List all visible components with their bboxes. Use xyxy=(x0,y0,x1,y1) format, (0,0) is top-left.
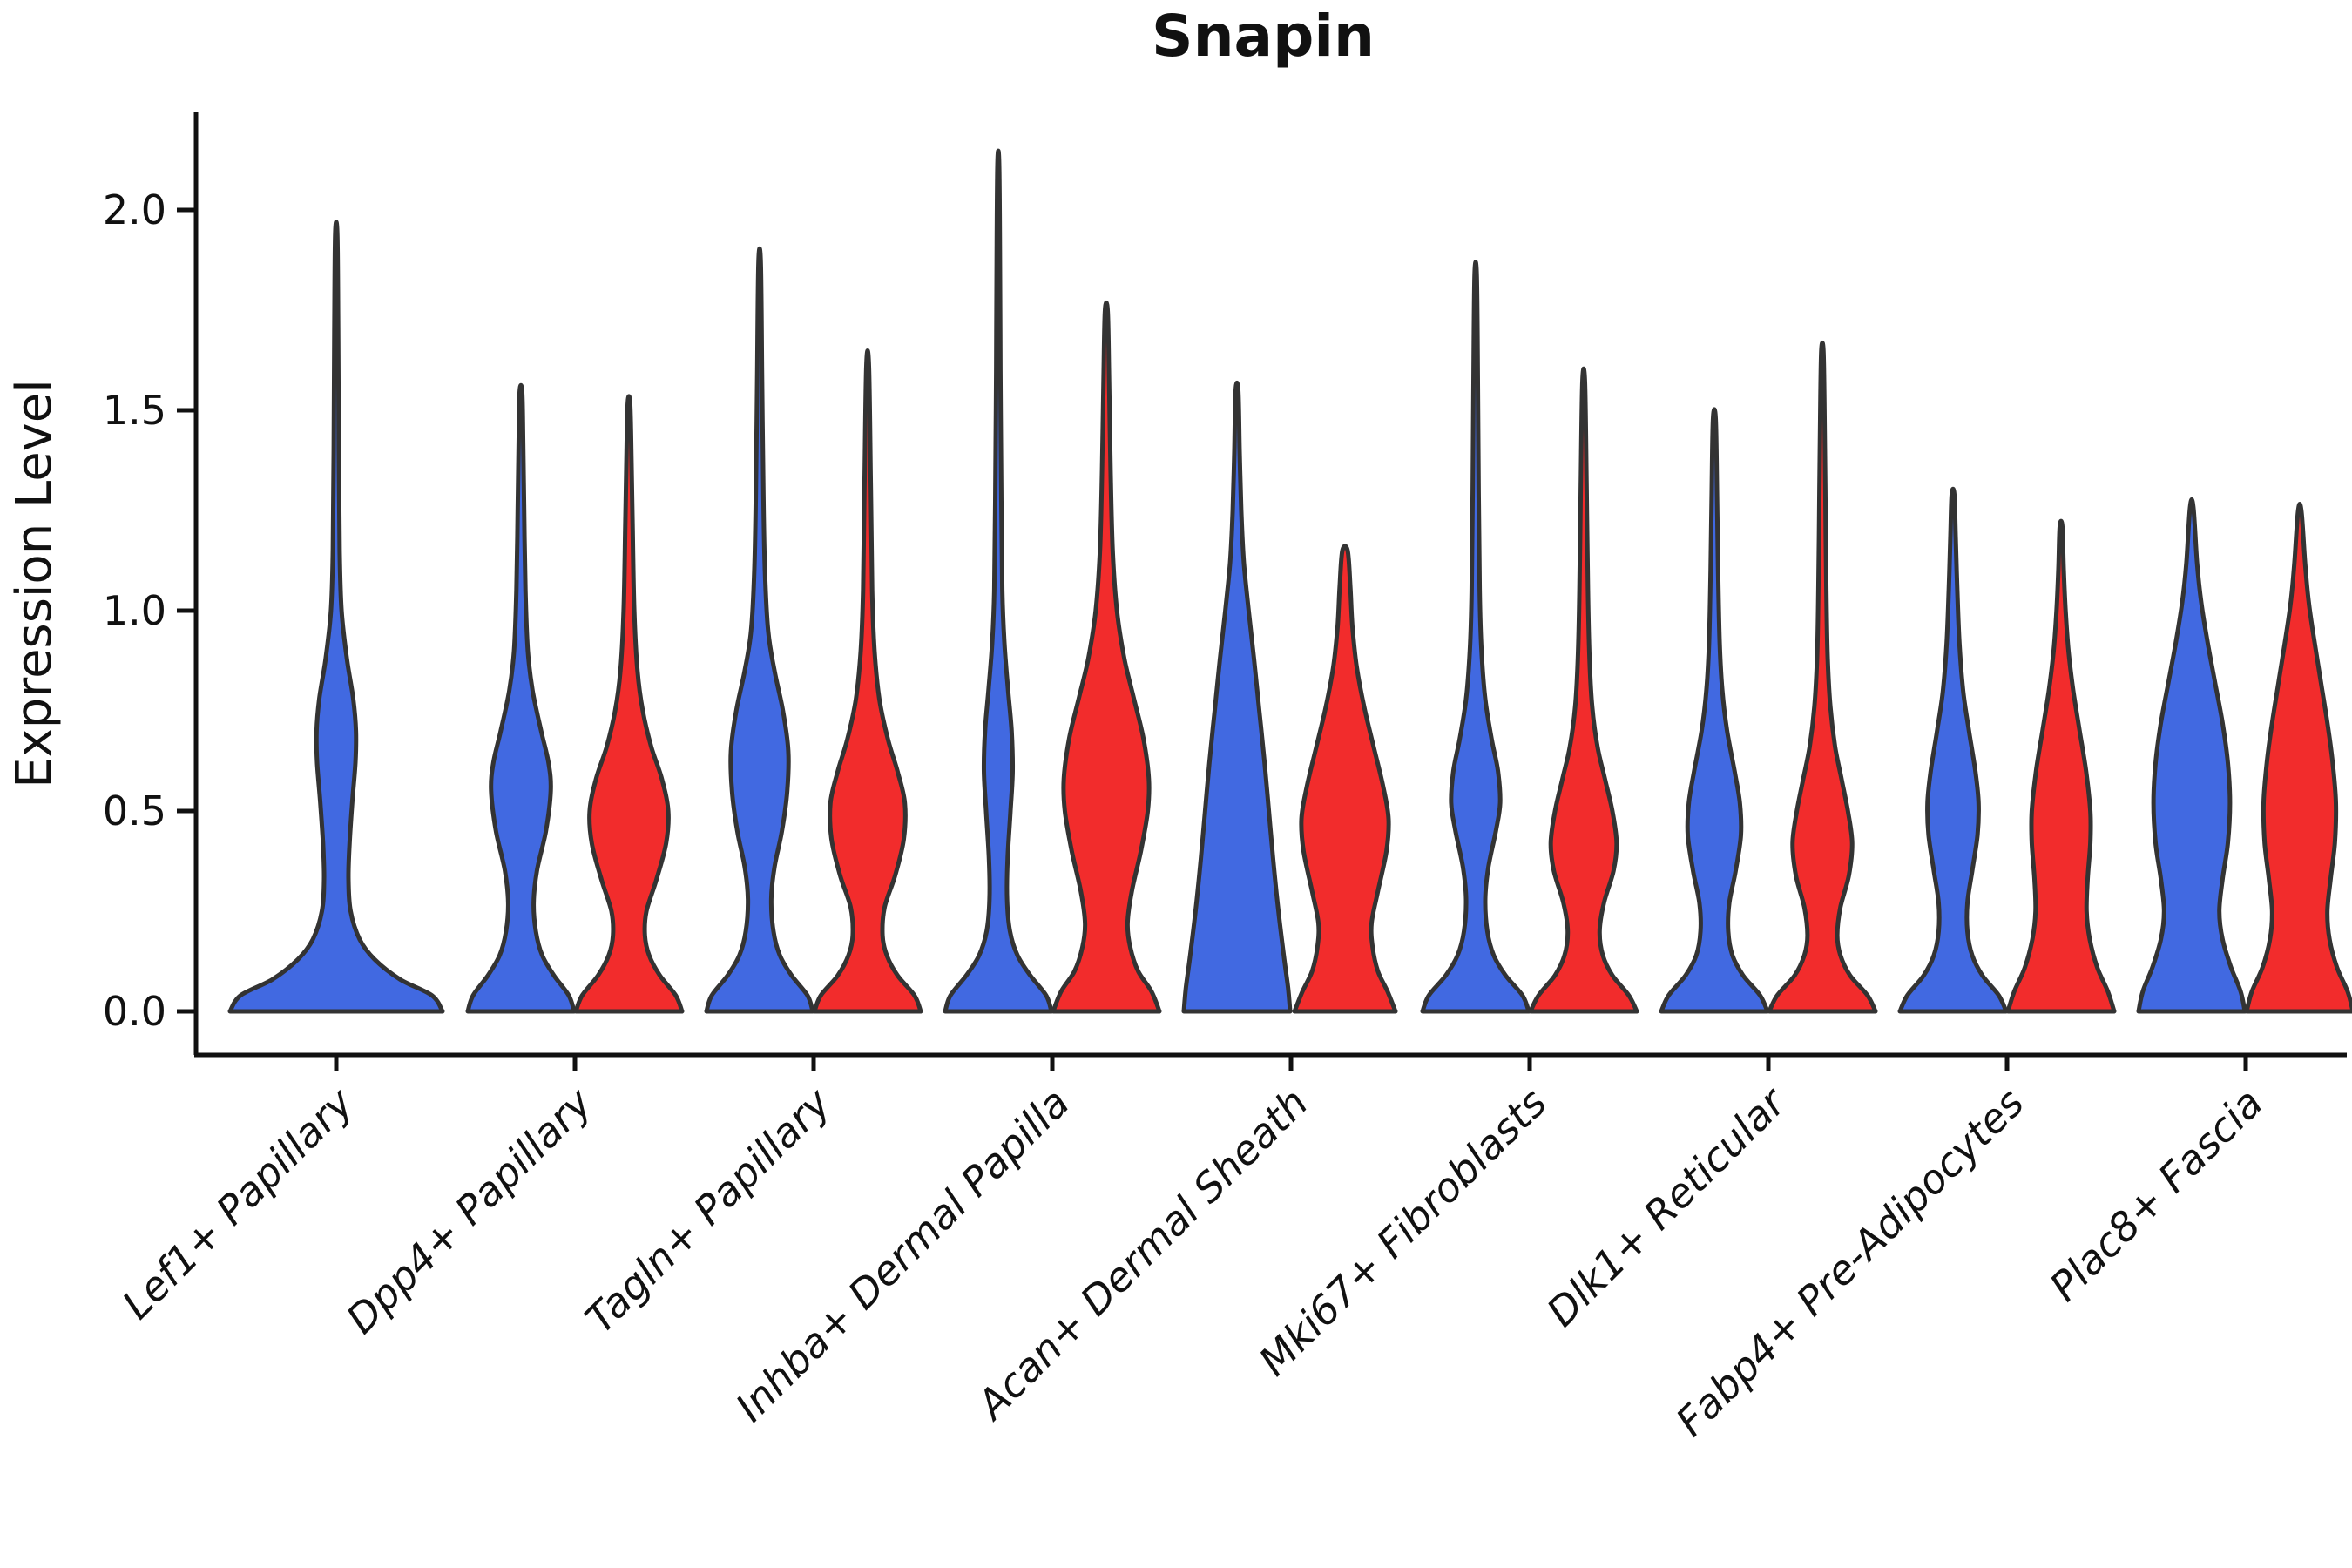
x-tick-label: Tagln+ Papillary xyxy=(576,1078,840,1342)
y-axis-label: Expression Level xyxy=(6,379,63,788)
violin-inhba-dermal-papilla-red xyxy=(1051,300,1162,1014)
violin-plac8-fascia-red xyxy=(2244,502,2352,1014)
violin-lef1-papillary-blue xyxy=(227,220,445,1014)
y-tick-label: 1.0 xyxy=(103,587,166,634)
violin-dlk1-reticular-blue xyxy=(1659,407,1770,1014)
violin-fabp4-pre-adipocytes-red xyxy=(2005,518,2117,1014)
x-tick-label: Dpp4+ Papillary xyxy=(337,1078,601,1342)
y-tick-label: 0.0 xyxy=(103,988,166,1035)
violin-dlk1-reticular-red xyxy=(1767,340,1878,1014)
x-tick-label: Lef1+ Papillary xyxy=(113,1078,362,1328)
violin-shapes xyxy=(227,148,2352,1014)
y-tick-label: 0.5 xyxy=(103,787,166,835)
violin-dpp4-papillary-blue xyxy=(465,382,577,1014)
violin-inhba-dermal-papilla-blue xyxy=(943,148,1054,1014)
violin-mki67-fibroblasts-red xyxy=(1528,366,1639,1014)
chart-title: Snapin xyxy=(1152,3,1375,70)
violin-tagln-papillary-red xyxy=(812,348,923,1014)
y-tick-label: 1.5 xyxy=(103,387,166,434)
violin-tagln-papillary-blue xyxy=(704,246,815,1014)
x-tick-label: Plac8+ Fascia xyxy=(2040,1079,2271,1310)
violin-fabp4-pre-adipocytes-blue xyxy=(1897,486,2009,1014)
y-axis-ticks: 0.0 0.5 1.0 1.5 2.0 xyxy=(103,186,196,1035)
y-tick-label: 2.0 xyxy=(103,186,166,233)
violin-acan-dermal-sheath-blue xyxy=(1181,380,1293,1014)
axis-spines xyxy=(193,112,2347,1058)
violin-acan-dermal-sheath-red xyxy=(1292,544,1398,1014)
violin-mki67-fibroblasts-blue xyxy=(1420,260,1531,1014)
x-tick-label: Dlk1+ Reticular xyxy=(1538,1077,1796,1335)
violin-dpp4-papillary-red xyxy=(573,394,685,1014)
violin-plac8-fascia-blue xyxy=(2136,497,2247,1014)
